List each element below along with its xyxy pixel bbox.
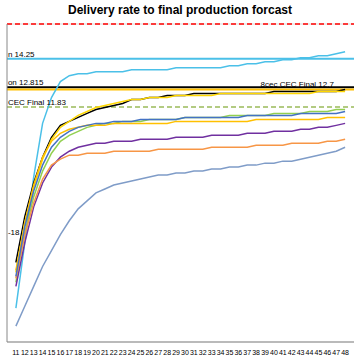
svg-text:15: 15 — [48, 349, 56, 356]
svg-text:26: 26 — [145, 349, 153, 356]
svg-text:8cec CEC Final 12.7: 8cec CEC Final 12.7 — [261, 80, 335, 89]
svg-text:21: 21 — [101, 349, 109, 356]
svg-text:16: 16 — [56, 349, 64, 356]
svg-text:CEC Final 11.83: CEC Final 11.83 — [8, 98, 67, 107]
html-text:Delivery rate to final product: Delivery rate to final production forcas… — [68, 3, 292, 17]
svg-text:37: 37 — [243, 349, 251, 356]
svg-text:13: 13 — [30, 349, 38, 356]
svg-text:18: 18 — [74, 349, 82, 356]
svg-text:12: 12 — [21, 349, 29, 356]
svg-text:46: 46 — [323, 349, 331, 356]
svg-text:38: 38 — [252, 349, 260, 356]
svg-text:n 14.25: n 14.25 — [8, 50, 35, 59]
svg-text:-18: -18 — [8, 228, 20, 237]
svg-text:28: 28 — [163, 349, 171, 356]
svg-text:30: 30 — [181, 349, 189, 356]
svg-text:19: 19 — [83, 349, 91, 356]
svg-text:22: 22 — [110, 349, 118, 356]
svg-text:42: 42 — [288, 349, 296, 356]
svg-text:45: 45 — [315, 349, 323, 356]
svg-text:20: 20 — [92, 349, 100, 356]
svg-text:48: 48 — [341, 349, 349, 356]
svg-text:41: 41 — [279, 349, 287, 356]
svg-text:23: 23 — [119, 349, 127, 356]
svg-text:on 12.815: on 12.815 — [8, 78, 44, 87]
svg-text:31: 31 — [190, 349, 198, 356]
svg-text:35: 35 — [226, 349, 234, 356]
svg-text:29: 29 — [172, 349, 180, 356]
svg-text:11: 11 — [12, 349, 19, 356]
svg-text:25: 25 — [137, 349, 145, 356]
svg-text:43: 43 — [297, 349, 305, 356]
svg-text:24: 24 — [128, 349, 136, 356]
svg-text:34: 34 — [217, 349, 225, 356]
svg-text:17: 17 — [65, 349, 73, 356]
svg-text:39: 39 — [261, 349, 269, 356]
svg-text:32: 32 — [199, 349, 207, 356]
svg-text:33: 33 — [208, 349, 216, 356]
svg-text:27: 27 — [154, 349, 162, 356]
svg-text:44: 44 — [306, 349, 314, 356]
svg-text:40: 40 — [270, 349, 278, 356]
svg-text:36: 36 — [234, 349, 242, 356]
svg-text:14: 14 — [39, 349, 47, 356]
svg-text:47: 47 — [332, 349, 340, 356]
